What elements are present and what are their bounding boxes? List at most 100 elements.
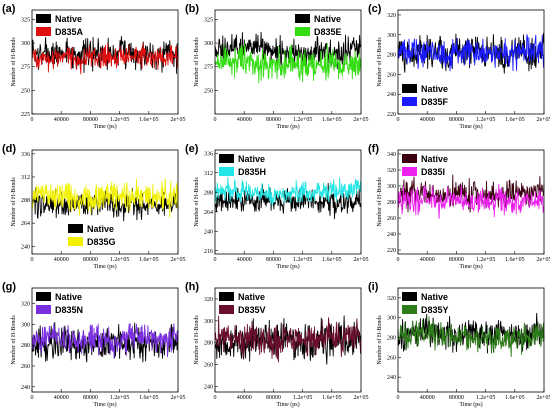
x-tick-label: 80000 [449, 257, 464, 263]
panel-g: 0 40000 80000 1.2e+05 1.6e+05 2e+05 240 260 280 3… [0, 278, 186, 416]
series-native [397, 174, 545, 213]
y-tick-label: 264 [204, 210, 213, 216]
y-tick-label: 240 [387, 92, 396, 98]
series-line [31, 322, 179, 359]
x-tick-label: 1.6e+05 [505, 395, 525, 401]
y-tick-label: 325 [204, 17, 213, 23]
y-tick-label: 240 [204, 385, 213, 391]
y-tick-label: 340 [387, 152, 396, 158]
legend-label: Native [314, 14, 341, 24]
legend-label: D835H [238, 167, 266, 177]
chart-i: 0 40000 80000 1.2e+05 1.6e+05 2e+05 240 260 280 3… [368, 281, 550, 408]
y-axis-title: Number of H-Bonds [376, 315, 383, 365]
legend-swatch [219, 305, 234, 314]
x-tick-label: 0 [214, 117, 217, 123]
x-tick-label: 2e+05 [170, 257, 185, 263]
axes-frame [31, 149, 179, 255]
x-axis-title: Time (ps) [459, 123, 482, 130]
y-tick-label: 260 [387, 355, 396, 361]
y-tick-label: 325 [21, 17, 30, 23]
series-d835e [214, 42, 362, 84]
panel-label: (e) [185, 143, 199, 155]
legend-label: D835I [421, 167, 445, 177]
legend-label: D835G [87, 237, 116, 247]
x-tick-label: 2e+05 [170, 117, 185, 123]
x-tick-label: 1.2e+05 [293, 395, 313, 401]
x-axis-title: Time (ps) [459, 263, 482, 270]
legend: Native D835A [36, 14, 84, 37]
chart-b: 0 40000 80000 1.2e+05 1.6e+05 2e+05 250 275 300 3… [185, 3, 369, 130]
x-axis-title: Time (ps) [276, 263, 299, 270]
chart-h: 0 40000 80000 1.2e+05 1.6e+05 2e+05 240 260 280 3… [185, 281, 369, 408]
x-tick-label: 0 [397, 395, 400, 401]
y-tick-label: 240 [21, 244, 30, 250]
x-axis-title: Time (ps) [93, 123, 116, 130]
legend-swatch [68, 237, 83, 246]
y-tick-label: 288 [204, 190, 213, 196]
x-tick-label: 1.6e+05 [322, 257, 342, 263]
legend-swatch [36, 305, 51, 314]
x-tick-label: 2e+05 [536, 395, 550, 401]
y-tick-label: 250 [204, 88, 213, 94]
legend-swatch [219, 154, 234, 163]
x-tick-label: 2e+05 [353, 395, 368, 401]
x-axis-title: Time (ps) [93, 401, 116, 408]
x-tick-label: 80000 [83, 395, 98, 401]
y-tick-label: 320 [387, 13, 396, 19]
y-tick-label: 240 [21, 385, 30, 391]
x-tick-label: 2e+05 [353, 117, 368, 123]
y-tick-label: 280 [204, 341, 213, 347]
x-tick-label: 1.6e+05 [322, 117, 342, 123]
x-tick-label: 40000 [420, 395, 435, 401]
chart-g: 0 40000 80000 1.2e+05 1.6e+05 2e+05 240 260 280 3… [2, 281, 186, 408]
x-tick-label: 1.6e+05 [139, 395, 159, 401]
legend-swatch [36, 27, 51, 36]
x-tick-label: 40000 [237, 117, 252, 123]
panel-a: 0 40000 80000 1.2e+05 1.6e+05 2e+05 225 250 275 3… [0, 0, 186, 138]
legend-label: D835N [55, 305, 83, 315]
x-axis-title: Time (ps) [276, 123, 299, 130]
y-axis-title: Number of H-Bonds [193, 177, 200, 227]
x-tick-label: 40000 [237, 395, 252, 401]
x-tick-label: 80000 [83, 117, 98, 123]
y-tick-label: 336 [21, 152, 30, 158]
legend-label: Native [55, 14, 82, 24]
x-tick-label: 2e+05 [536, 257, 550, 263]
x-tick-label: 2e+05 [536, 117, 550, 123]
legend: Native D835V [219, 292, 266, 315]
x-tick-label: 40000 [420, 257, 435, 263]
legend-swatch [402, 167, 417, 176]
x-tick-label: 1.2e+05 [476, 257, 496, 263]
legend-swatch [402, 292, 417, 301]
legend-label: Native [238, 292, 265, 302]
y-tick-label: 300 [387, 316, 396, 322]
axes-frame [31, 9, 179, 115]
y-axis-title: Number of H-Bonds [10, 37, 17, 87]
legend-label: D835V [238, 305, 266, 315]
legend: Native D835G [68, 224, 116, 247]
series-d835a [31, 42, 179, 75]
y-tick-label: 260 [387, 72, 396, 78]
y-axis-title: Number of H-Bonds [193, 37, 200, 87]
panel-d: 0 40000 80000 1.2e+05 1.6e+05 2e+05 240 264 288 3… [0, 140, 186, 278]
x-tick-label: 1.2e+05 [476, 117, 496, 123]
panel-label: (c) [368, 3, 382, 15]
legend-swatch [295, 14, 310, 23]
panel-label: (d) [2, 143, 16, 155]
y-tick-label: 320 [204, 297, 213, 303]
x-tick-label: 0 [397, 257, 400, 263]
y-tick-label: 225 [21, 112, 30, 118]
axes-frame [397, 9, 545, 115]
panel-label: (f) [368, 143, 379, 155]
legend-label: Native [55, 292, 82, 302]
legend-label: Native [421, 292, 448, 302]
y-tick-label: 300 [21, 41, 30, 47]
series-d835i [397, 184, 545, 219]
series-line [214, 42, 362, 84]
y-tick-label: 264 [21, 221, 30, 227]
x-tick-label: 80000 [449, 395, 464, 401]
x-tick-label: 40000 [420, 117, 435, 123]
legend: Native D835E [295, 14, 342, 37]
chart-f: 0 40000 80000 1.2e+05 1.6e+05 2e+05 220 240 260 2… [368, 143, 550, 270]
